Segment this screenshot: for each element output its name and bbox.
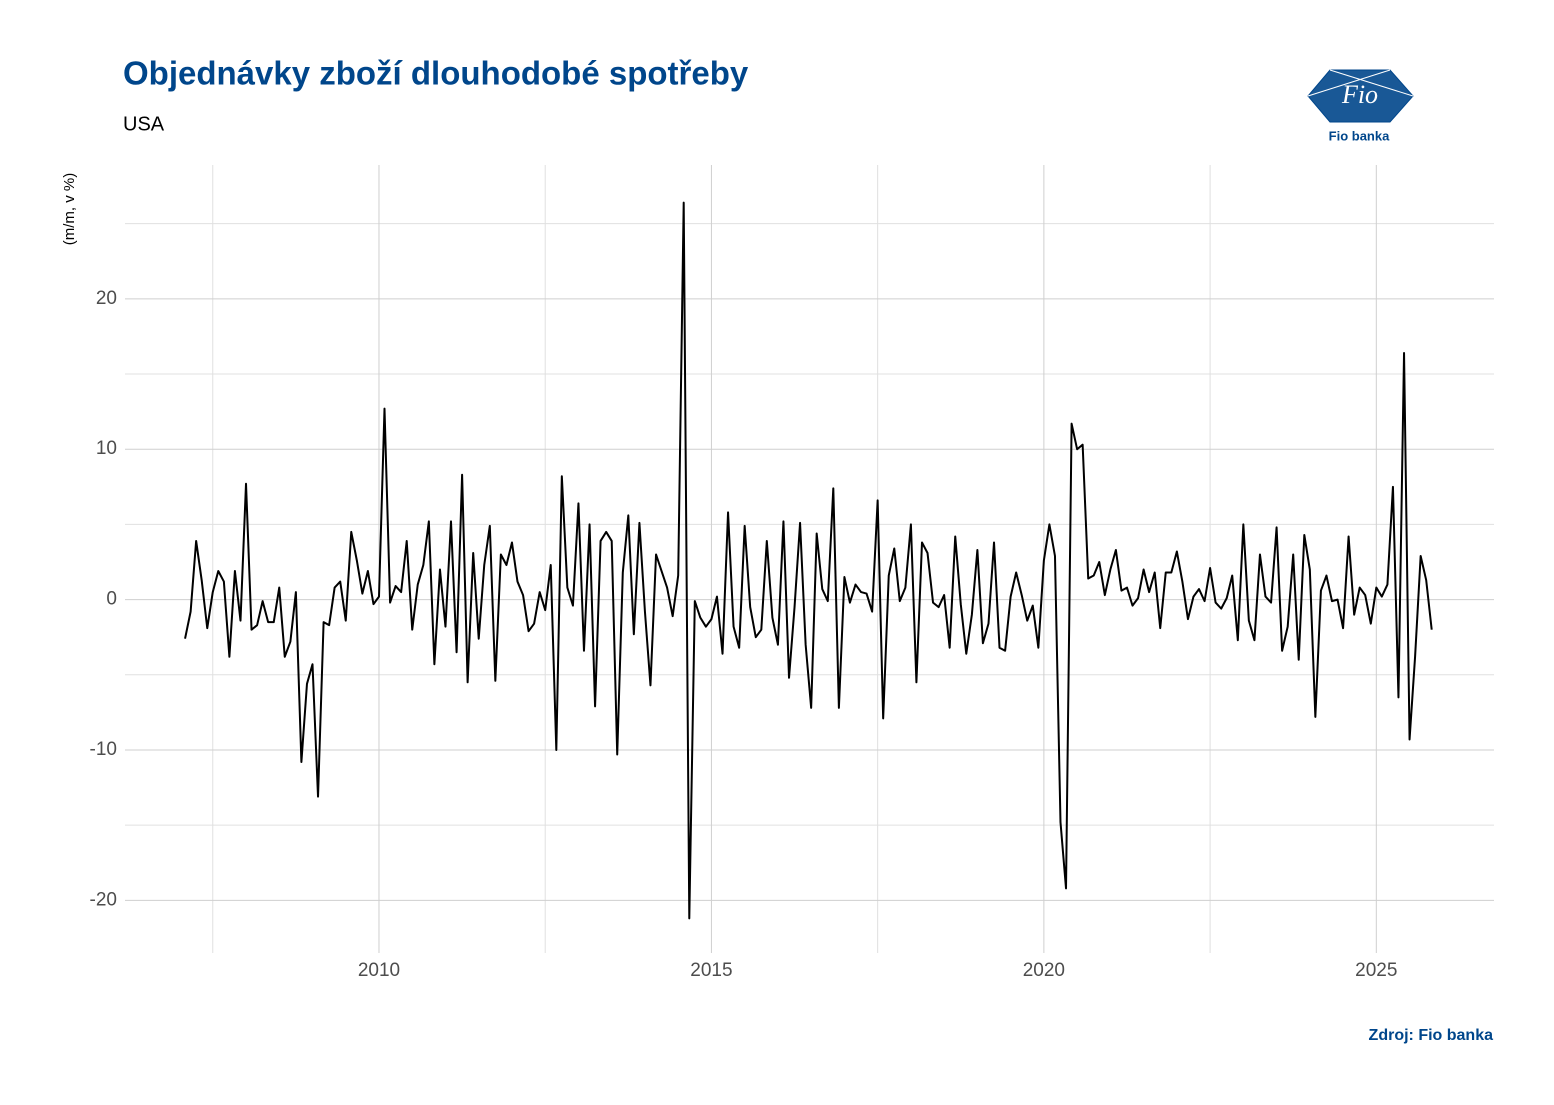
x-tick-label: 2010: [358, 960, 400, 981]
x-tick-label: 2015: [690, 960, 732, 981]
logo: Fio Fio banka: [1307, 69, 1414, 143]
logo-line: [1329, 69, 1414, 97]
y-tick-label: -20: [90, 889, 117, 910]
y-tick-label: 0: [106, 589, 117, 610]
x-tick-label: 2025: [1355, 960, 1397, 981]
logo-shape: [1308, 70, 1413, 122]
logo-text: Fio: [1341, 80, 1378, 109]
logo-caption: Fio banka: [1329, 128, 1390, 143]
chart-subtitle: USA: [123, 113, 165, 135]
logo-line: [1307, 69, 1391, 97]
data-line: [184, 201, 1433, 920]
x-tick-label: 2020: [1023, 960, 1065, 981]
y-tick-label: -10: [90, 739, 117, 760]
source-note: Zdroj: Fio banka: [1369, 1027, 1494, 1044]
y-axis-label: (m/m, v %): [61, 173, 78, 246]
y-tick-label: 10: [96, 438, 117, 459]
chart-title: Objednávky zboží dlouhodobé spotřeby: [123, 55, 749, 92]
grid: [125, 165, 1494, 953]
y-tick-label: 20: [96, 288, 117, 309]
